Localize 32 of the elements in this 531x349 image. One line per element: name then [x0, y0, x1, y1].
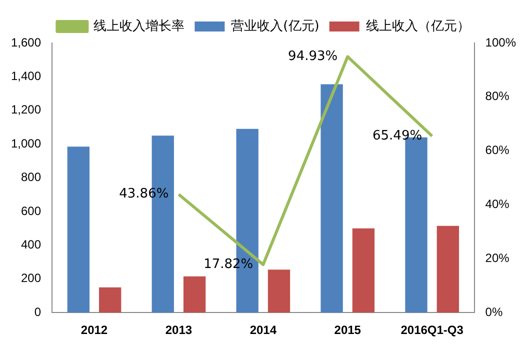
y2-tick-label: 40%: [485, 197, 510, 212]
bar: [99, 287, 122, 313]
x-tick-label: 2012: [80, 323, 108, 338]
x-tick-label: 2015: [334, 323, 362, 338]
legend-label: 线上收入增长率: [94, 18, 185, 34]
bar: [320, 84, 343, 313]
y-tick-label: 1,600: [11, 35, 42, 50]
bar: [352, 228, 375, 313]
x-tick-label: 2013: [165, 323, 192, 338]
bar: [67, 146, 90, 313]
y2-tick-label: 0%: [485, 304, 503, 319]
y2-tick-label: 80%: [485, 89, 510, 104]
bar: [183, 276, 206, 313]
bar: [268, 270, 290, 313]
y-tick-label: 600: [21, 204, 42, 218]
legend-label: 线上收入（亿元）: [366, 18, 470, 34]
y2-tick-label: 20%: [485, 250, 510, 265]
y2-tick-label: 60%: [485, 143, 510, 158]
data-label: 94.93%: [288, 49, 338, 64]
y-tick-label: 0: [34, 304, 42, 319]
y-tick-label: 800: [21, 170, 42, 184]
x-tick-label: 2016Q1-Q3: [400, 323, 464, 338]
data-label: 65.49%: [372, 128, 422, 144]
y-tick-label: 1,200: [11, 102, 42, 117]
y-tick-label: 400: [21, 238, 42, 252]
y-tick-label: 1,400: [11, 69, 42, 84]
y-tick-label: 1,000: [11, 136, 42, 150]
y2-tick-label: 100%: [485, 35, 516, 50]
bar: [436, 226, 459, 313]
legend-label: 营业收入(亿元): [231, 18, 320, 34]
x-tick-label: 2014: [250, 323, 277, 338]
y-tick-label: 200: [21, 271, 42, 286]
